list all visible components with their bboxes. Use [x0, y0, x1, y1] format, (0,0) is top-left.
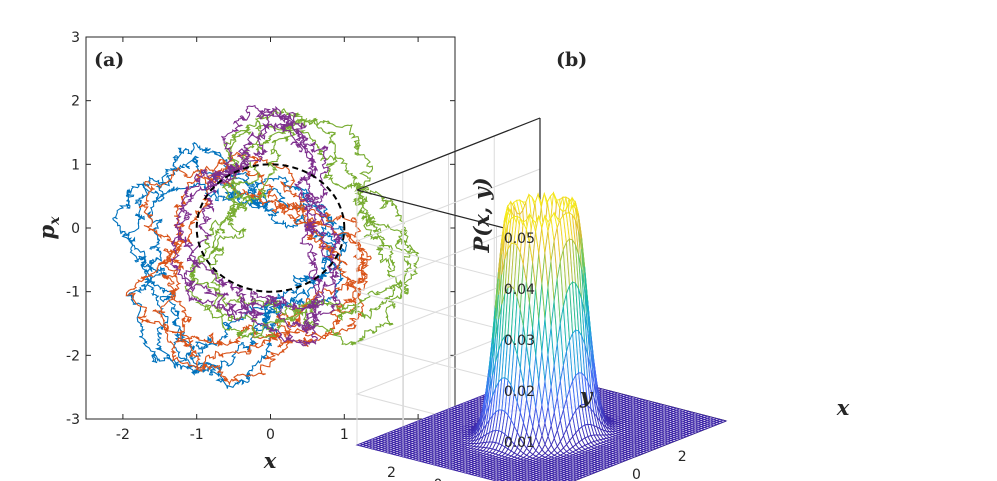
trajectory-line	[208, 120, 420, 339]
y-tick-label: -1	[66, 285, 80, 301]
panel-a-series-group	[112, 104, 420, 389]
trajectory-line	[169, 110, 341, 334]
x-tick-label: 1	[340, 427, 349, 443]
trajectory-line	[174, 122, 329, 347]
z-tick-label: 0.01	[504, 435, 535, 451]
panel-b-label: (b)	[556, 49, 587, 71]
box-edge	[356, 117, 541, 191]
panel-b-ylabel: y	[579, 383, 594, 408]
panel-a-plot-area	[86, 37, 455, 419]
trajectory-line	[125, 151, 365, 348]
unit-circle-dashed	[195, 163, 346, 293]
panel-a-xlabel: x	[263, 448, 277, 473]
x-tick-label: -1	[190, 427, 204, 443]
z-tick-label: 0.04	[504, 282, 535, 298]
trajectory-line	[184, 108, 412, 336]
z-tick-label: 0.05	[504, 231, 535, 247]
x-tick-label: 0	[266, 427, 275, 443]
x-tick-label: -2	[116, 427, 130, 443]
panel-a-ylabel-subscript: x	[47, 216, 63, 226]
x-tick-label-3d: 0	[632, 467, 641, 481]
y-tick-label: 3	[71, 30, 80, 46]
surface-panel: 00.010.020.030.040.05-202-202 (b) P(x, y…	[355, 49, 850, 481]
panel-a-ylabel: px	[34, 216, 63, 240]
y-tick-label-3d: 2	[387, 465, 396, 481]
y-tick-label-3d: 0	[434, 477, 443, 481]
panel-b-zlabel: P(x, y)	[469, 177, 494, 253]
trajectory-line	[183, 104, 342, 321]
x-tick-label-3d: 2	[678, 449, 687, 465]
y-tick-label: -2	[66, 348, 80, 364]
panel-b-xlabel: x	[836, 395, 850, 420]
probability-surface	[355, 191, 728, 481]
panel-b-tick-labels: 00.010.020.030.040.05-202-202	[387, 231, 687, 481]
z-tick-label: 0.03	[504, 333, 535, 349]
y-tick-label: -3	[66, 412, 80, 428]
surface-cell	[718, 419, 728, 423]
trajectory-line	[189, 118, 403, 346]
y-tick-label: 0	[71, 221, 80, 237]
panel-a-frame	[85, 36, 456, 420]
y-tick-label: 2	[71, 94, 80, 110]
z-tick-label: 0.02	[504, 384, 535, 400]
panel-a-label: (a)	[94, 49, 124, 71]
y-tick-label: 1	[71, 157, 80, 173]
